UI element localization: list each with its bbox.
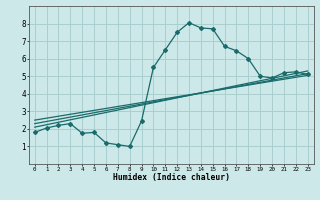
- X-axis label: Humidex (Indice chaleur): Humidex (Indice chaleur): [113, 173, 230, 182]
